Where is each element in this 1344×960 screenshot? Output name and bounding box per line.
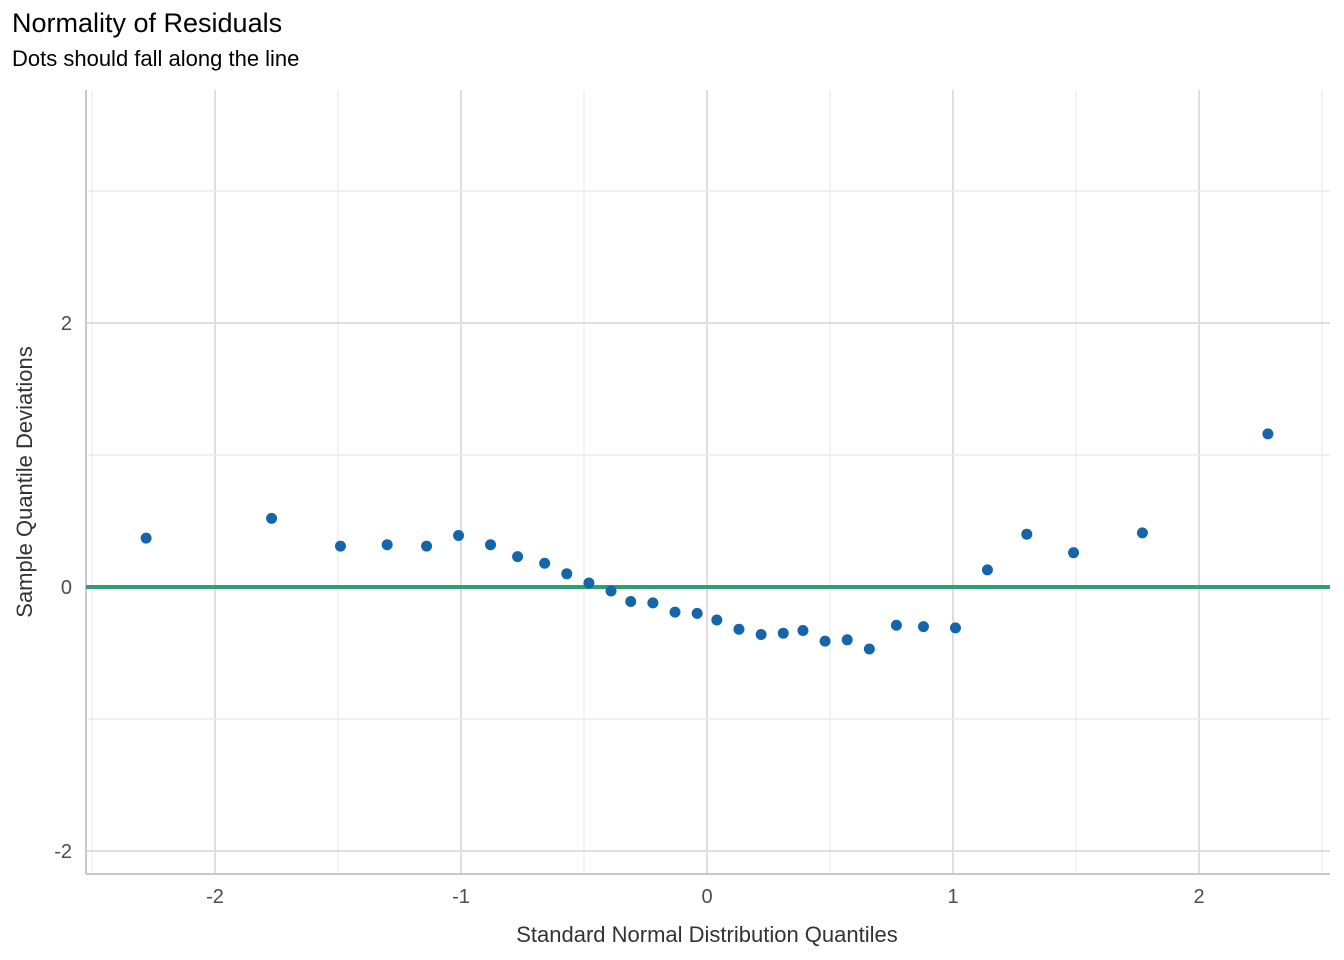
data-point (841, 634, 853, 646)
data-point (1021, 528, 1033, 540)
data-point (863, 643, 875, 655)
y-tick-label: 0 (61, 577, 72, 599)
data-point (777, 627, 789, 639)
data-point (691, 607, 703, 619)
chart-subtitle: Dots should fall along the line (12, 46, 300, 71)
x-tick-label: -2 (206, 886, 224, 908)
y-tick-label: 2 (61, 313, 72, 335)
data-point (512, 551, 524, 563)
x-tick-label: -1 (452, 886, 470, 908)
data-point (647, 597, 659, 609)
x-tick-label: 2 (1193, 886, 1204, 908)
chart-title: Normality of Residuals (12, 8, 283, 38)
data-point (266, 512, 278, 524)
data-point (583, 577, 595, 589)
data-point (561, 568, 573, 580)
y-tick-label: -2 (54, 841, 72, 863)
data-point (539, 557, 551, 569)
data-point (140, 532, 152, 544)
data-point (949, 622, 961, 634)
y-axis-label: Sample Quantile Deviations (12, 346, 37, 617)
data-point (890, 619, 902, 631)
data-point (485, 539, 497, 551)
data-point (797, 625, 809, 637)
x-tick-label: 1 (947, 886, 958, 908)
x-tick-labels: -2 -1 0 1 2 (206, 886, 1204, 908)
data-point (421, 540, 433, 552)
data-point (981, 564, 993, 576)
data-point (625, 596, 637, 608)
data-point (381, 539, 393, 551)
x-tick-label: 0 (701, 886, 712, 908)
data-point (711, 614, 723, 626)
data-point (1136, 527, 1148, 539)
data-point (453, 530, 465, 542)
data-point (819, 635, 831, 647)
grid-lines (86, 90, 1330, 874)
data-point (755, 629, 767, 641)
data-points (140, 428, 1274, 655)
data-point (917, 621, 929, 633)
axes (85, 90, 1330, 875)
data-point (733, 623, 745, 635)
x-axis-label: Standard Normal Distribution Quantiles (516, 922, 898, 947)
data-point (1262, 428, 1274, 440)
data-point (1068, 547, 1080, 559)
data-point (605, 585, 617, 597)
data-point (334, 540, 346, 552)
data-point (669, 606, 681, 618)
y-tick-labels: -2 0 2 (54, 313, 72, 863)
